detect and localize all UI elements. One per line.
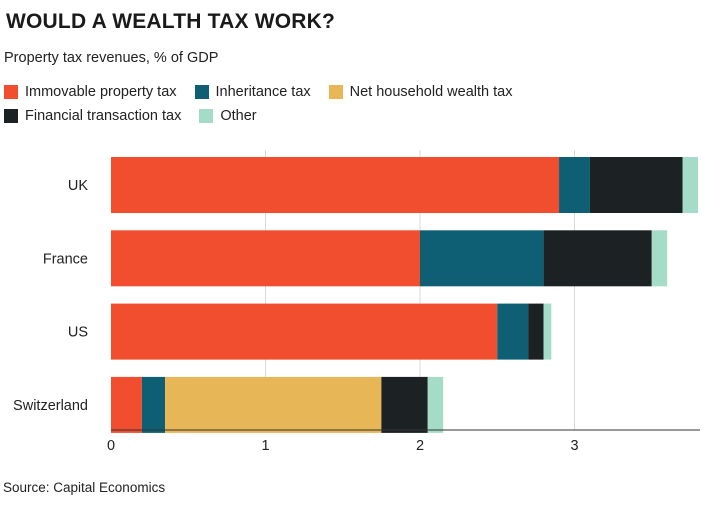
legend-swatch-other — [199, 109, 214, 123]
legend-item-other: Other — [199, 108, 257, 124]
bar-switzerland-series-4 — [427, 376, 444, 433]
legend-swatch-inheritance — [194, 85, 209, 99]
legend-item-wealth: Net household wealth tax — [328, 84, 513, 100]
bar-switzerland-series-0 — [111, 376, 142, 433]
legend-item-immovable: Immovable property tax — [4, 84, 177, 100]
bar-uk-series-4 — [682, 157, 699, 213]
category-label-us: US — [68, 325, 88, 341]
legend-row-2: Financial transaction tax Other — [4, 104, 704, 128]
bar-switzerland-series-2 — [165, 376, 382, 433]
bar-france-series-3 — [543, 230, 652, 287]
legend-item-transaction: Financial transaction tax — [4, 108, 181, 124]
legend-row-1: Immovable property tax Inheritance tax N… — [4, 80, 704, 104]
x-tick-label-2: 2 — [416, 438, 424, 454]
x-tick-label-0: 0 — [107, 438, 115, 454]
bar-uk-series-1 — [559, 157, 590, 213]
chart-title: WOULD A WEALTH TAX WORK? — [6, 10, 336, 33]
bar-us-series-0 — [111, 303, 498, 360]
bar-us-series-1 — [497, 303, 529, 360]
x-tick-label-1: 1 — [261, 438, 269, 454]
legend-label-immovable: Immovable property tax — [25, 84, 177, 100]
bar-uk-series-0 — [111, 157, 560, 213]
legend-swatch-immovable — [4, 85, 18, 99]
source-note: Source: Capital Economics — [3, 480, 166, 495]
bar-switzerland-series-3 — [381, 376, 428, 433]
legend-label-inheritance: Inheritance tax — [215, 84, 311, 100]
category-label-uk: UK — [68, 178, 88, 194]
bar-france-series-0 — [111, 230, 420, 287]
category-label-france: France — [43, 251, 88, 267]
x-tick-label-3: 3 — [570, 438, 578, 454]
bar-chart: UK France US Switzerland 0 1 2 3 — [13, 150, 700, 454]
bar-france-series-1 — [420, 230, 544, 287]
legend-label-wealth: Net household wealth tax — [349, 84, 513, 100]
legend-swatch-transaction — [4, 109, 18, 123]
bar-france-series-4 — [651, 230, 668, 287]
legend-label-transaction: Financial transaction tax — [25, 108, 182, 124]
legend-swatch-wealth — [328, 85, 343, 99]
chart-subtitle: Property tax revenues, % of GDP — [4, 50, 219, 66]
bar-uk-series-3 — [589, 157, 683, 213]
legend: Immovable property tax Inheritance tax N… — [4, 80, 704, 128]
bar-switzerland-series-1 — [141, 376, 166, 433]
category-label-switzerland: Switzerland — [13, 398, 88, 414]
legend-item-inheritance: Inheritance tax — [194, 84, 311, 100]
legend-label-other: Other — [220, 108, 257, 124]
bar-us-series-3 — [528, 303, 544, 360]
bar-us-series-4 — [543, 303, 552, 360]
